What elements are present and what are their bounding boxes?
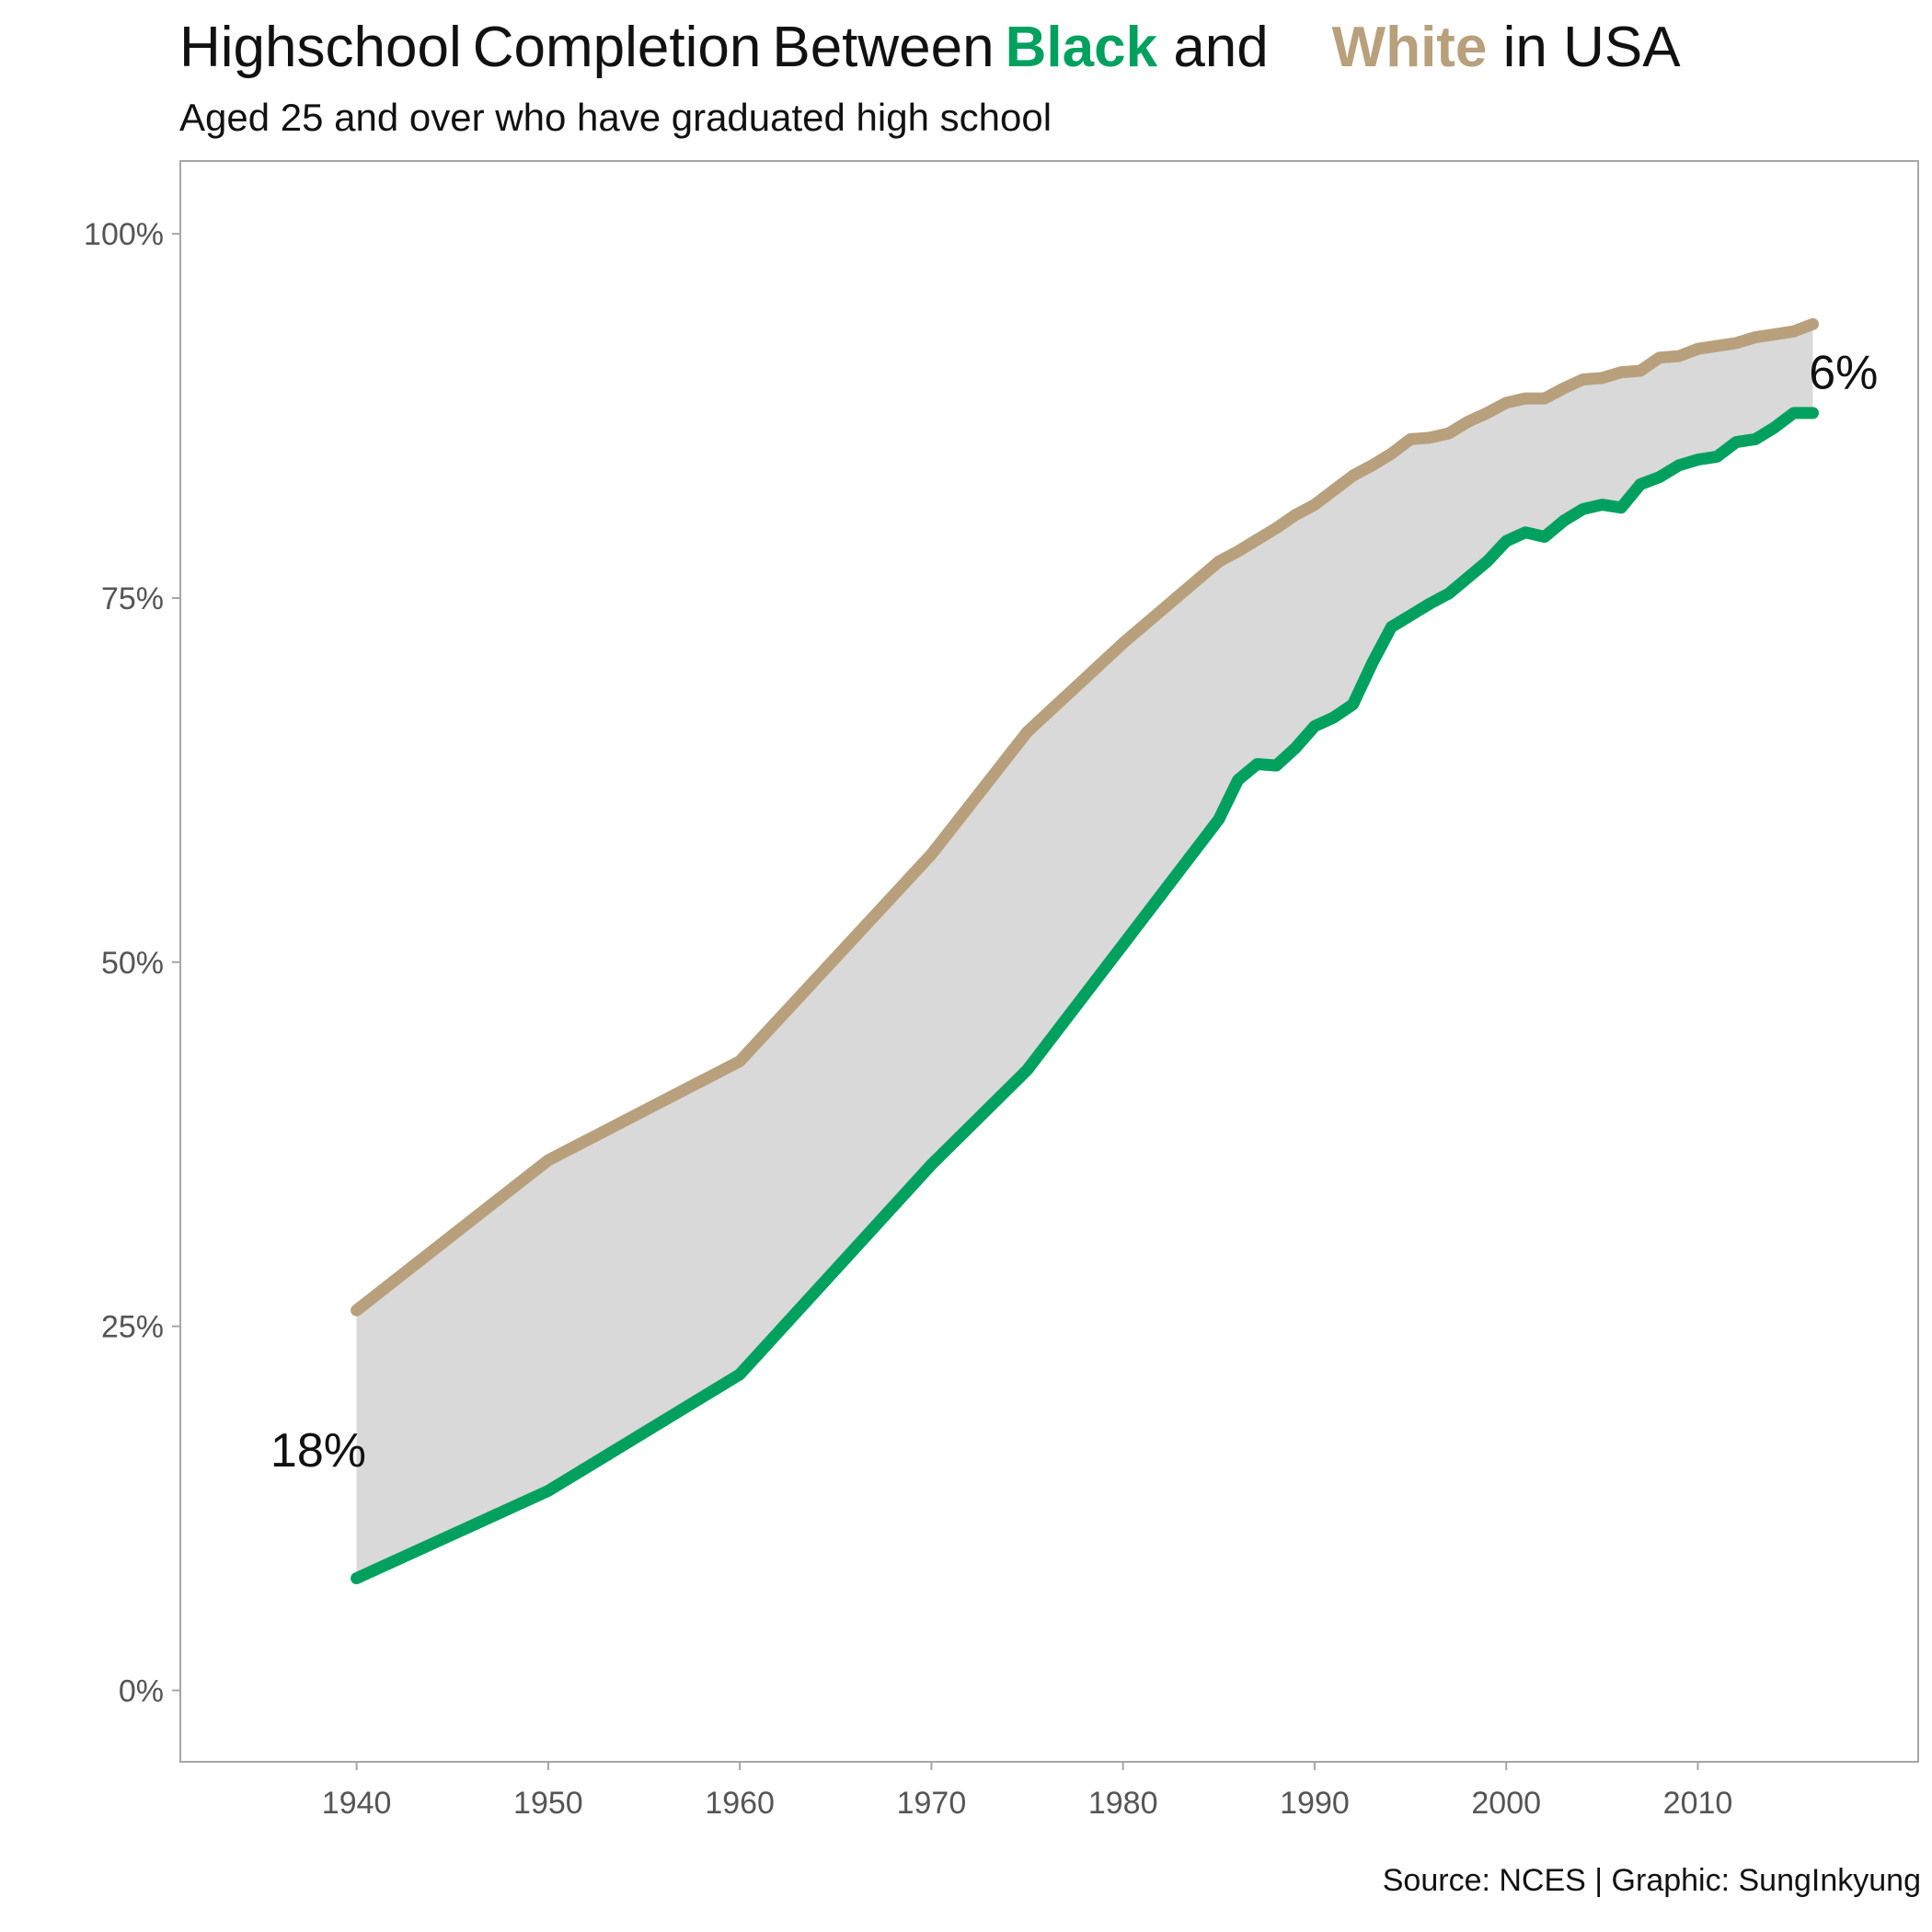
title-white-word: White — [1331, 16, 1488, 79]
y-tick-label: 50% — [101, 946, 164, 981]
y-tick-label: 0% — [119, 1673, 164, 1708]
title-and-word: and — [1173, 16, 1269, 79]
source-caption: Source: NCES | Graphic: SungInkyung — [1382, 1863, 1921, 1898]
y-tick-label: 75% — [101, 581, 164, 616]
x-tick-label: 1970 — [897, 1786, 967, 1821]
x-tick-label: 1950 — [513, 1786, 583, 1821]
gap-annotation: 6% — [1809, 347, 1878, 400]
x-axis: 1940 1950 1960 1970 1980 1990 2000 2010 — [322, 1762, 1733, 1821]
gap-band — [356, 324, 1813, 1579]
x-tick-label: 2010 — [1663, 1786, 1733, 1821]
gap-annotation: 18% — [270, 1424, 366, 1478]
x-tick-label: 1940 — [322, 1786, 392, 1821]
title-black-word: Black — [1005, 16, 1158, 79]
y-tick-label: 25% — [101, 1310, 164, 1345]
x-tick-label: 1980 — [1088, 1786, 1158, 1821]
title-word: Highschool — [179, 16, 462, 79]
x-tick-label: 1960 — [705, 1786, 775, 1821]
y-axis: 0% 25% 50% 75% 100% — [84, 217, 180, 1708]
series-line-white — [351, 317, 1819, 1317]
y-tick-label: 100% — [84, 217, 164, 252]
annotations: 18% 6% — [270, 347, 1878, 1478]
title-word: Completion — [472, 16, 762, 79]
chart-subtitle: Aged 25 and over who have graduated high… — [179, 96, 1052, 139]
x-tick-label: 2000 — [1471, 1786, 1541, 1821]
title-suffix: in USA — [1502, 16, 1681, 79]
series-line-black — [351, 407, 1819, 1584]
chart-title: Highschool Completion Between Black and Whi… — [179, 11, 1681, 85]
x-tick-label: 1990 — [1280, 1786, 1350, 1821]
title-word: Between — [772, 16, 995, 79]
